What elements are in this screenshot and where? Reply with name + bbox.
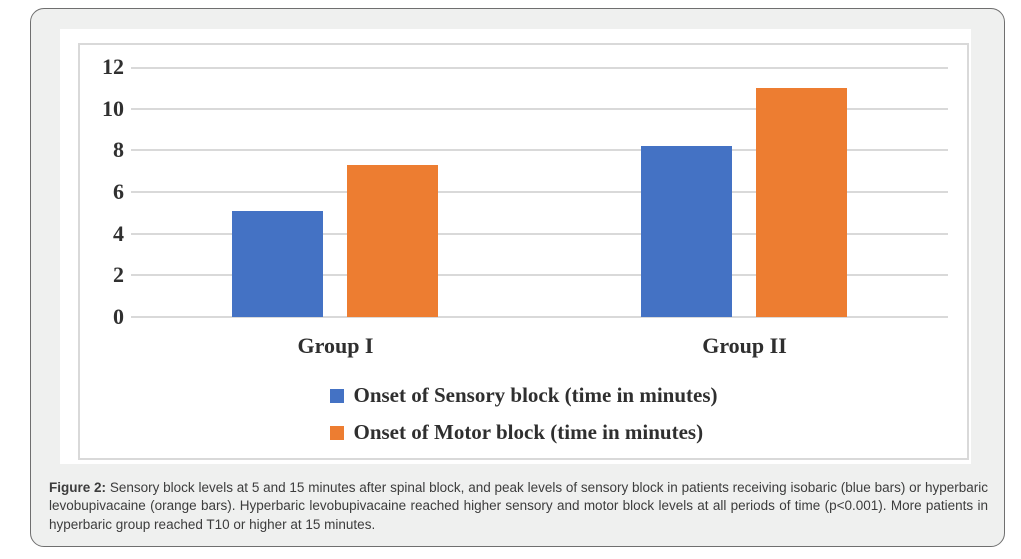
- y-tick-label: 0: [113, 304, 124, 329]
- y-tick-label: 8: [113, 137, 124, 162]
- legend-swatch-icon: [329, 388, 344, 403]
- legend-swatch-icon: [329, 425, 344, 440]
- legend-label: Onset of Motor block (time in minutes): [353, 420, 704, 444]
- bar-sensory-group-ii: [641, 146, 732, 317]
- gridline: [131, 149, 948, 151]
- bar-sensory-group-i: [232, 211, 323, 317]
- y-tick-label: 10: [102, 96, 124, 121]
- gridline: [131, 233, 948, 235]
- bar-motor-group-i: [347, 165, 438, 317]
- legend-item-sensory: Onset of Sensory block (time in minutes): [329, 383, 718, 408]
- gridline: [131, 108, 948, 110]
- chart-area: 0 2 4 6 8 10 12 Group I Group II Onset of Sensory…: [78, 43, 969, 460]
- y-tick-label: 6: [113, 179, 124, 204]
- gridline: [131, 274, 948, 276]
- figure-caption-label: Figure 2:: [49, 480, 107, 495]
- gridline: [131, 191, 948, 193]
- y-tick-label: 12: [102, 54, 124, 79]
- legend: Onset of Sensory block (time in minutes)…: [329, 383, 718, 457]
- y-tick-label: 4: [113, 221, 124, 246]
- chart-panel: 0 2 4 6 8 10 12 Group I Group II Onset of Sensory…: [60, 29, 971, 464]
- figure-caption: Figure 2: Sensory block levels at 5 and …: [49, 479, 988, 534]
- category-label: Group I: [297, 333, 374, 358]
- gridline: [131, 316, 948, 318]
- figure-caption-text: Sensory block levels at 5 and 15 minutes…: [49, 480, 988, 532]
- legend-item-motor: Onset of Motor block (time in minutes): [329, 420, 718, 445]
- y-tick-label: 2: [113, 262, 124, 287]
- category-label: Group II: [702, 333, 787, 358]
- gridline: [131, 67, 948, 69]
- figure-container: 0 2 4 6 8 10 12 Group I Group II Onset of Sensory…: [30, 8, 1005, 547]
- legend-label: Onset of Sensory block (time in minutes): [353, 383, 718, 407]
- plot-area: [131, 67, 948, 318]
- bar-motor-group-ii: [756, 88, 847, 317]
